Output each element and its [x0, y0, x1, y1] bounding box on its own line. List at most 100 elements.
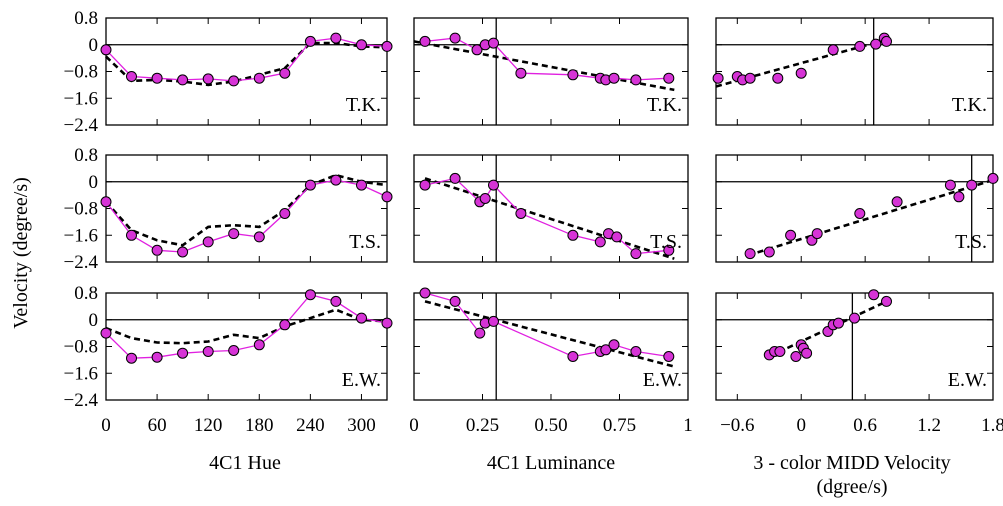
panel-0-2: T.K. [712, 17, 994, 126]
data-point [849, 312, 860, 324]
x-tick-label: 120 [194, 415, 223, 436]
x-tick-label: 240 [296, 415, 325, 436]
data-point [868, 289, 880, 301]
x-tick-label: 0 [796, 415, 806, 436]
data-point [419, 35, 431, 47]
data-point [356, 312, 367, 324]
data-point [515, 208, 527, 219]
x-axis-label-hue: 4C1 Hue [209, 452, 281, 474]
data-point [801, 347, 813, 359]
data-point [870, 38, 882, 50]
plot-area [100, 173, 393, 258]
y-tick-label: 0.8 [74, 8, 98, 29]
x-tick-label: 0.75 [603, 415, 636, 436]
data-point [228, 345, 240, 356]
subject-label: T.S. [955, 231, 987, 253]
data-point [663, 351, 675, 362]
data-point [833, 317, 844, 329]
data-point [279, 319, 291, 331]
data-point [151, 72, 163, 84]
panel-frame [715, 154, 994, 263]
plot-area [744, 172, 999, 260]
data-line [424, 292, 669, 358]
data-point [126, 352, 137, 364]
x-tick-label: 60 [148, 415, 167, 436]
y-tick-label: −2.4 [64, 115, 99, 136]
y-tick-label: −0.8 [64, 337, 98, 358]
data-point [100, 44, 112, 56]
data-point [600, 344, 612, 356]
data-point [228, 75, 240, 87]
data-point [790, 351, 802, 362]
fit-line [105, 173, 388, 247]
x-tick-label: 0 [409, 415, 419, 436]
data-point [881, 35, 892, 47]
panel-1-2: T.S. [715, 154, 999, 263]
data-point [854, 40, 866, 52]
data-point [279, 208, 291, 219]
data-point [177, 74, 189, 86]
y-tick-label: 0.8 [74, 145, 98, 166]
subject-label: T.K. [346, 94, 381, 116]
data-point [488, 37, 499, 49]
data-point [712, 72, 724, 84]
panel-frame [105, 154, 388, 263]
x-axis-label-velocity: 3 - color MIDD Velocity [753, 452, 950, 474]
y-tick-label: 0 [89, 35, 99, 56]
data-point [202, 236, 214, 248]
data-point [356, 39, 367, 51]
data-point [663, 244, 675, 256]
subject-label: T.S. [650, 231, 682, 253]
x-tick-label: 1.2 [917, 415, 941, 436]
subject-label: E.W. [342, 369, 381, 391]
x-tick-label: 180 [245, 415, 274, 436]
x-axis-label-luminance: 4C1 Luminance [487, 452, 615, 474]
plot-area [419, 287, 675, 368]
data-point [253, 339, 265, 351]
x-tick-label: 1 [683, 415, 693, 436]
y-tick-label: −1.6 [64, 363, 98, 384]
data-line [105, 179, 388, 253]
x-tick-label: −0.6 [720, 415, 754, 436]
data-point [811, 228, 823, 240]
x-axis-label-velocity-unit: (dgree/s) [816, 476, 887, 498]
x-tick-label: 1.8 [981, 415, 1003, 436]
y-tick-label: −0.8 [64, 62, 98, 83]
y-tick-label: −2.4 [64, 390, 99, 411]
panel-0-1: T.K. [413, 17, 689, 126]
data-point [474, 327, 486, 339]
y-tick-label: −2.4 [64, 252, 99, 273]
data-point [966, 179, 978, 191]
data-point [151, 244, 163, 256]
data-point [449, 172, 461, 184]
data-point [419, 179, 431, 191]
subject-label: T.K. [952, 94, 987, 116]
x-tick-label: 300 [347, 415, 376, 436]
data-point [567, 69, 579, 81]
data-point [330, 295, 342, 307]
data-point [304, 289, 316, 301]
data-point [611, 231, 623, 243]
data-point [744, 72, 756, 84]
data-point [744, 248, 756, 260]
plot-area [100, 32, 393, 87]
data-point [944, 179, 956, 191]
x-tick-label: 0.25 [466, 415, 499, 436]
y-tick-label: −1.6 [64, 225, 98, 246]
data-point [567, 229, 579, 241]
plot-area [712, 32, 892, 88]
data-point [100, 327, 112, 339]
fit-line [424, 177, 675, 260]
data-point [449, 32, 461, 44]
data-point [304, 179, 316, 191]
data-point [304, 35, 316, 47]
data-point [253, 72, 265, 84]
data-point [953, 191, 965, 203]
data-point [630, 248, 642, 260]
plot-area [419, 172, 675, 260]
panel-1-1: T.S. [413, 154, 689, 263]
data-point [126, 71, 137, 82]
data-point [488, 179, 499, 191]
data-point [854, 208, 866, 219]
data-point [151, 351, 163, 363]
